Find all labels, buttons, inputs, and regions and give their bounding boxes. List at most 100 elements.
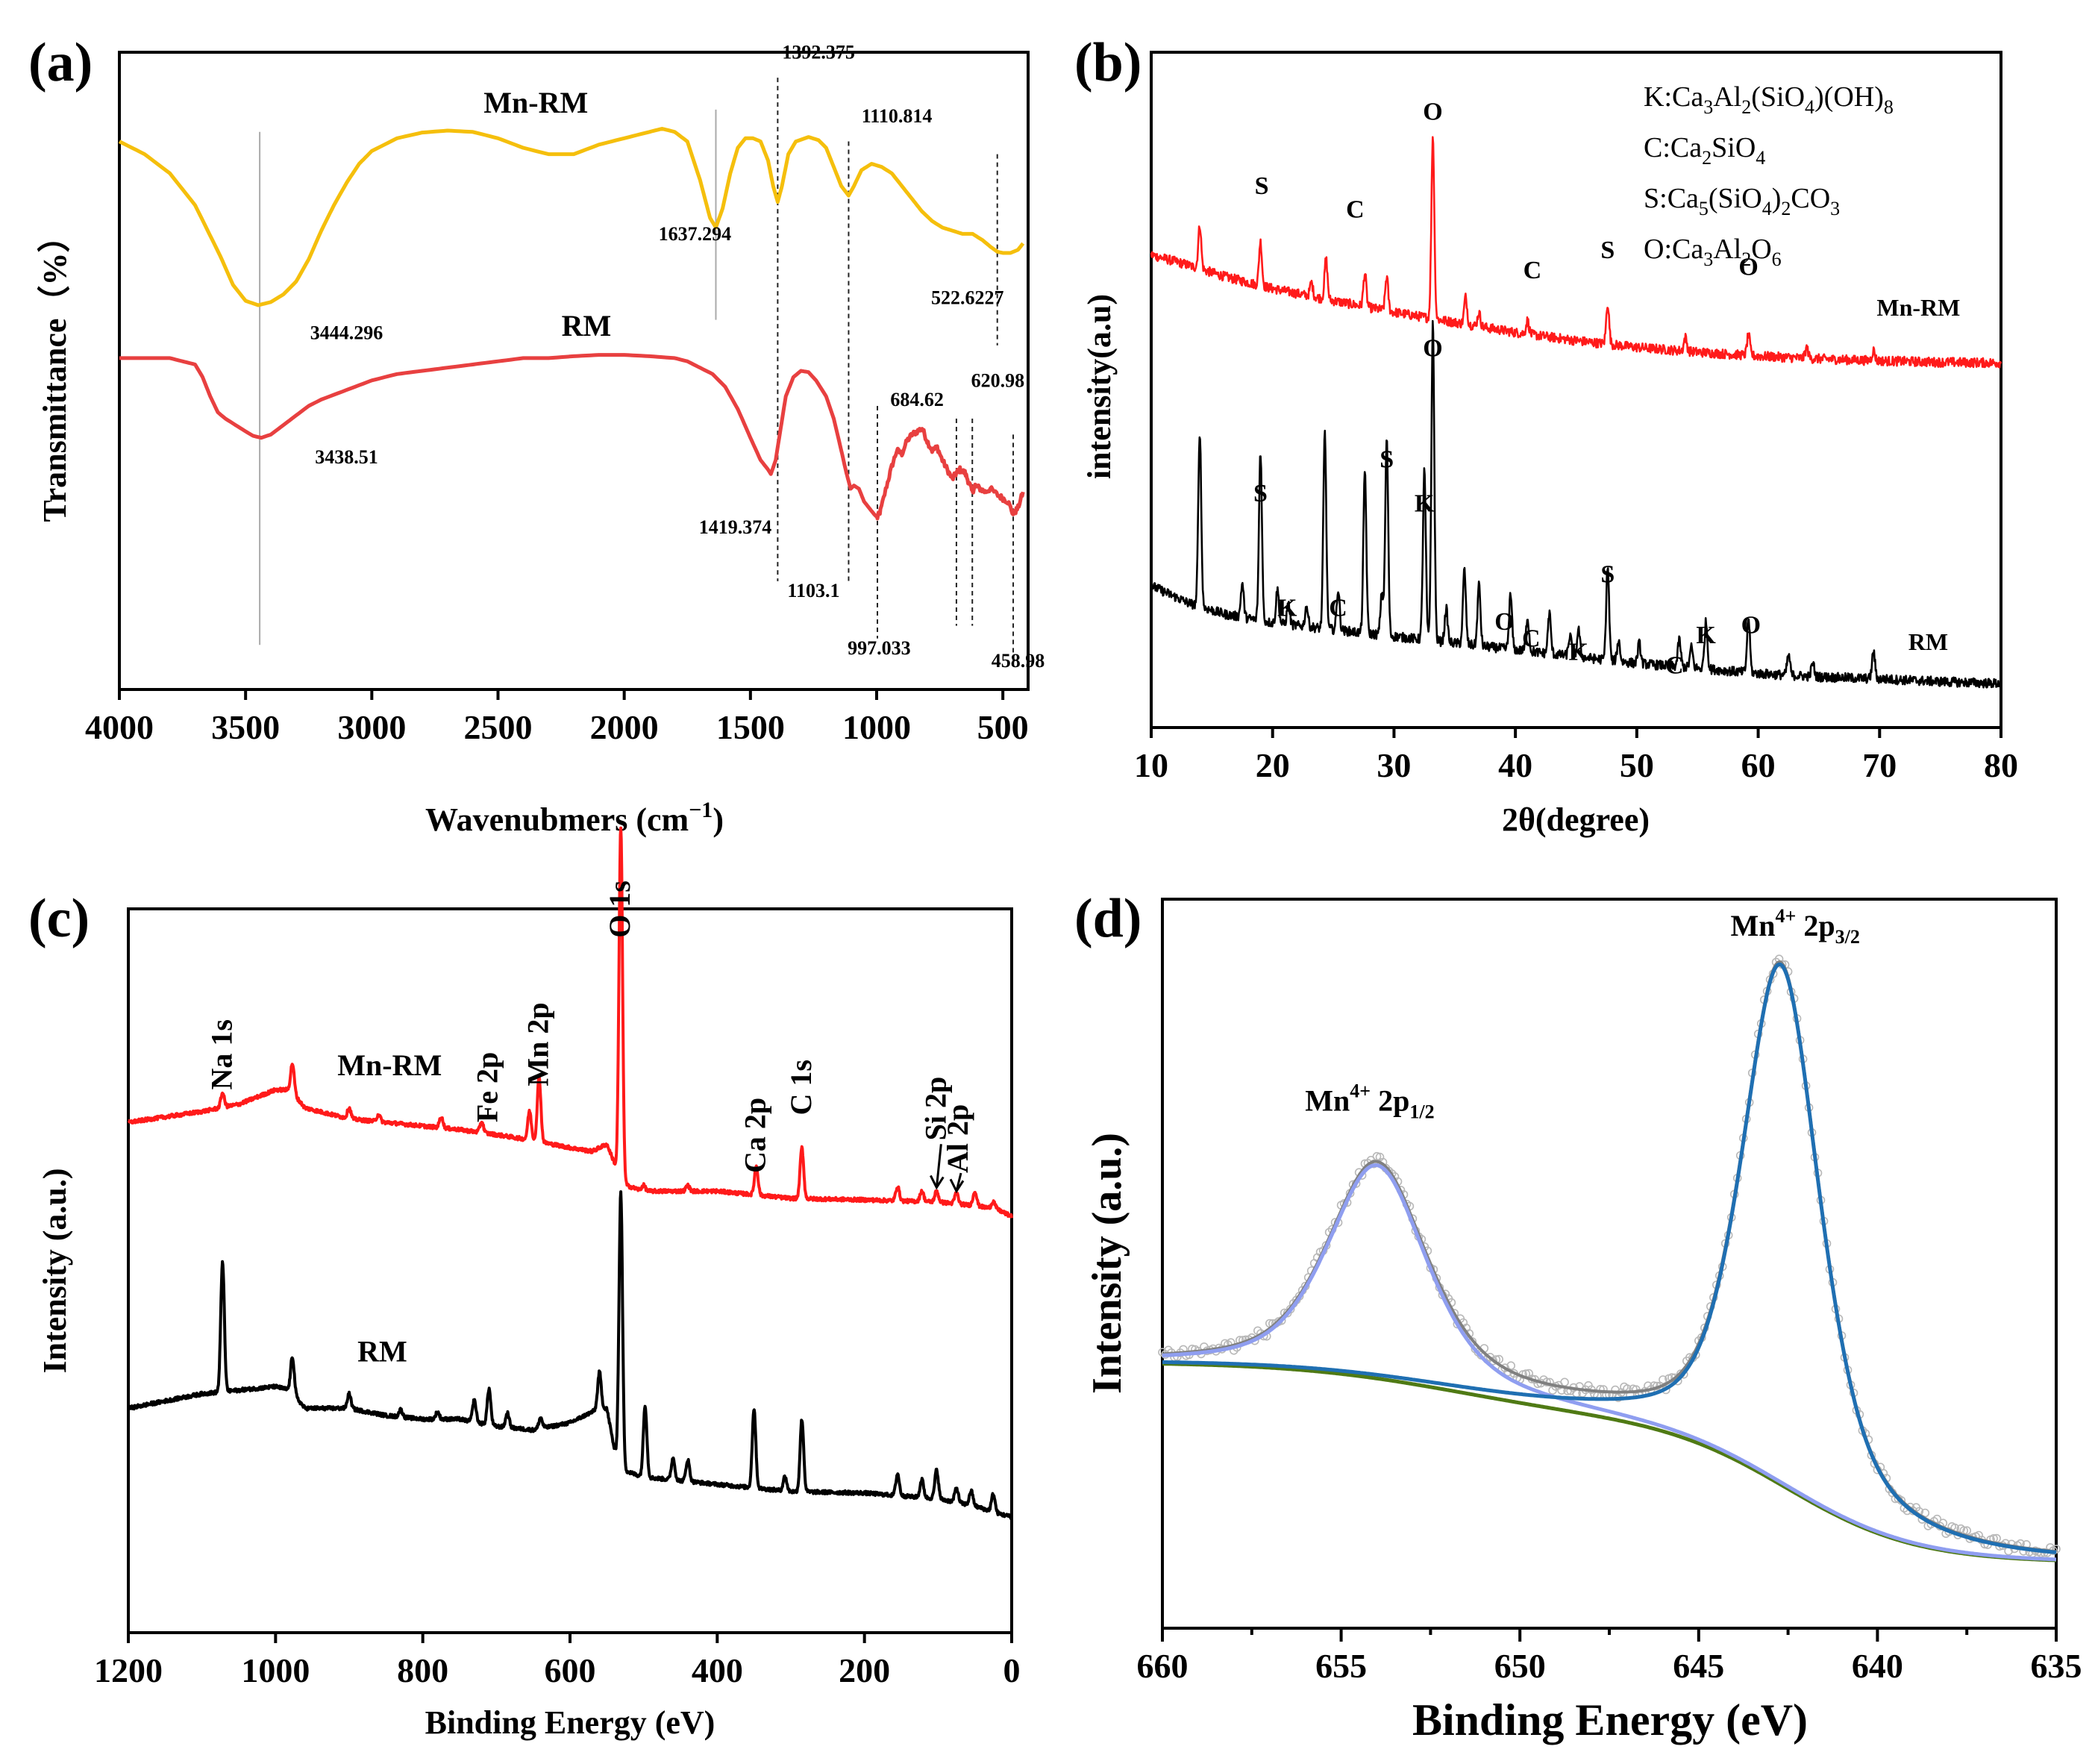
legend-text: C:Ca — [1644, 132, 1702, 163]
series-line-mn-rm — [1150, 136, 2002, 369]
legend-subscript: 2 — [1741, 96, 1751, 118]
raw-data-point — [1506, 1361, 1515, 1370]
raw-data-point — [1962, 1526, 1971, 1535]
x-tick-label: 10 — [1134, 746, 1168, 784]
x-tick-label: 60 — [1741, 746, 1776, 784]
peak-label-sub: 3/2 — [1835, 926, 1860, 948]
element-peak-label: Na 1s — [204, 1019, 238, 1089]
phase-marker-label: O — [1494, 608, 1514, 636]
phase-marker-label: K — [1415, 490, 1435, 517]
element-peak-label: Fe 2p — [470, 1052, 504, 1122]
element-peak-label: Mn 2p — [522, 1002, 555, 1086]
panel-c: 1200 1000 800 600 400 200 0 (c) Intensity (a.u.)… — [28, 826, 1021, 1741]
legend-text: ) — [1772, 183, 1782, 214]
y-axis-label: intensity(a.u) — [1081, 294, 1118, 479]
legend-subscript: 3 — [1830, 198, 1840, 219]
phase-marker-label: C — [1524, 257, 1542, 284]
x-tick-label: 40 — [1498, 746, 1532, 784]
raw-data-point — [1596, 1385, 1605, 1394]
phase-marker-label: S — [1600, 560, 1615, 588]
legend-subscript: 6 — [1772, 248, 1782, 270]
series-line-rm — [119, 353, 1025, 521]
legend-entry: K:Ca3Al2(SiO4)(OH)8 — [1644, 81, 1894, 118]
series-line-mn-rm — [127, 826, 1013, 1219]
phase-marker-label: C — [1346, 196, 1365, 224]
legend-text: O:Ca — [1644, 234, 1703, 265]
peak-label: 1392.375 — [782, 42, 855, 63]
peak-label: 3444.296 — [310, 322, 383, 343]
x-tick-label: 30 — [1377, 746, 1411, 784]
legend-subscript: 8 — [1884, 96, 1894, 118]
peak-label-sub: 1/2 — [1409, 1101, 1434, 1122]
y-axis-label: Intensity (a.u.) — [1084, 1133, 1130, 1394]
element-peak-label: Si 2p — [918, 1077, 952, 1141]
legend-text: O — [1751, 234, 1771, 265]
peak-label: 1419.374 — [699, 516, 772, 538]
x-axis-label: Binding Energy (eV) — [425, 1704, 715, 1741]
y-axis-label: Transmittance（%） — [37, 220, 73, 522]
legend-text: )(OH) — [1814, 81, 1884, 113]
phase-marker-label: C — [1522, 625, 1541, 652]
panel-a: 4000 3500 3000 2500 2000 1500 1000 500 (a) Transm… — [28, 32, 1045, 838]
series-line-rm — [127, 1190, 1013, 1520]
phase-marker-label: C — [1665, 652, 1684, 680]
legend-subscript: 4 — [1805, 96, 1814, 118]
legend-subscript: 3 — [1703, 248, 1713, 270]
series-label: Mn-RM — [337, 1048, 442, 1082]
series-label: RM — [357, 1334, 407, 1368]
legend-text: (SiO — [1709, 183, 1762, 214]
x-axis-label-text: 2θ(degree) — [1502, 801, 1650, 838]
legend-subscript: 5 — [1699, 198, 1709, 219]
raw-data-point — [1560, 1377, 1569, 1387]
phase-marker-label: S — [1253, 480, 1268, 507]
x-tick-label: 80 — [1984, 746, 2018, 784]
x-tick-label: 20 — [1256, 746, 1290, 784]
x-tick-label: 3500 — [211, 708, 280, 746]
peak-label: 1103.1 — [787, 580, 839, 601]
x-tick-label: 660 — [1137, 1647, 1189, 1685]
peak-label-rest: 2p — [1371, 1083, 1409, 1117]
x-tick-label: 500 — [977, 708, 1029, 746]
x-tick-label: 4000 — [85, 708, 154, 746]
arrow-icon — [935, 1144, 942, 1188]
peak-label: 1110.814 — [862, 105, 933, 127]
x-tick-label: 1200 — [94, 1651, 163, 1689]
plot-frame — [118, 51, 1030, 691]
x-axis-label-end: ) — [713, 801, 724, 838]
peak-label-rest: 2p — [1796, 909, 1835, 942]
phase-marker-label: K — [1569, 639, 1589, 666]
phase-marker-label: O — [1738, 254, 1758, 281]
x-axis-label-text: Binding Energy (eV) — [1412, 1695, 1808, 1745]
phase-marker-label: K — [1277, 595, 1297, 622]
series-label: Mn-RM — [483, 86, 588, 119]
peak-label-main: Mn — [1305, 1083, 1350, 1117]
panel-label: (b) — [1074, 32, 1142, 93]
x-tick-label: 2000 — [590, 708, 659, 746]
x-tick-label: 800 — [397, 1651, 448, 1689]
x-tick-label: 1000 — [842, 708, 911, 746]
phase-marker-label: S — [1380, 446, 1394, 474]
peak-label: 997.033 — [848, 637, 911, 659]
legend-text: K:Ca — [1644, 81, 1703, 113]
panel-label: (a) — [28, 32, 93, 93]
peak-label-sup: 4+ — [1350, 1080, 1371, 1101]
x-tick-label: 0 — [1003, 1651, 1021, 1689]
panel-d: 660 655 650 645 640 635 (d) Intensity (a.u.) Bin… — [1074, 888, 2082, 1745]
phase-marker-label: S — [1255, 172, 1269, 200]
x-axis-label-text: Wavenubmers (cm — [425, 801, 689, 838]
peak-label: 522.6227 — [931, 287, 1004, 308]
series-label: RM — [1908, 628, 1948, 655]
panel-label: (c) — [28, 888, 90, 949]
x-tick-label: 655 — [1315, 1647, 1367, 1685]
peak-label: 684.62 — [890, 389, 944, 410]
series-line-rm — [1150, 319, 2002, 689]
x-axis-label-sup: −1 — [689, 798, 713, 822]
x-tick-label: 3000 — [337, 708, 406, 746]
element-peak-label: Ca 2p — [739, 1098, 772, 1173]
raw-data-point — [2052, 1545, 2061, 1554]
series-label: Mn-RM — [1876, 294, 1960, 321]
raw-data-point — [1932, 1514, 1942, 1524]
legend-entry: C:Ca2SiO4 — [1644, 132, 1765, 169]
panel-label: (d) — [1074, 888, 1142, 949]
